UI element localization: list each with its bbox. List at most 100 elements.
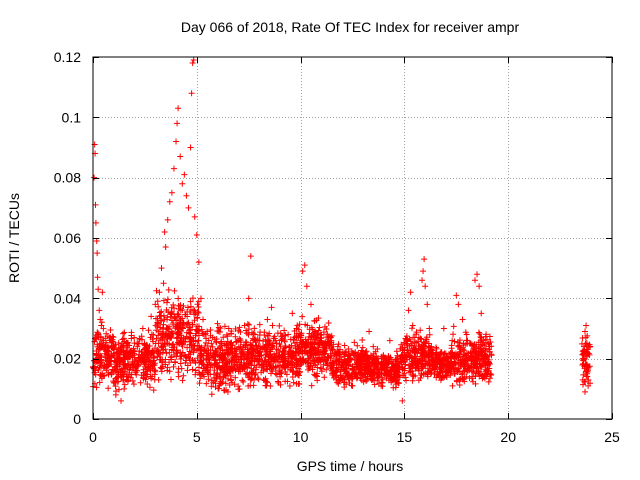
data-point: [114, 373, 121, 380]
data-point: [200, 316, 207, 323]
data-point: [91, 174, 98, 181]
data-point: [197, 295, 204, 302]
data-point: [450, 331, 457, 338]
data-point: [393, 348, 400, 355]
data-point: [335, 364, 342, 371]
data-point: [245, 331, 252, 338]
data-point: [408, 363, 415, 370]
data-point: [345, 373, 352, 380]
data-point: [220, 373, 227, 380]
data-point: [256, 321, 263, 328]
data-point: [187, 144, 194, 151]
data-point: [160, 321, 167, 328]
data-point: [295, 365, 302, 372]
data-point: [488, 372, 495, 379]
data-point: [405, 307, 412, 314]
data-point: [280, 355, 287, 362]
data-point: [311, 336, 318, 343]
data-point: [264, 316, 271, 323]
data-point: [107, 357, 114, 364]
data-point: [220, 334, 227, 341]
data-point: [442, 372, 449, 379]
data-point: [99, 370, 106, 377]
data-point: [102, 364, 109, 371]
data-point: [163, 350, 170, 357]
data-point: [488, 352, 495, 359]
data-point: [175, 105, 182, 112]
data-point: [171, 344, 178, 351]
data-point: [254, 375, 261, 382]
data-point: [276, 352, 283, 359]
data-point: [245, 371, 252, 378]
data-point: [159, 324, 166, 331]
data-point: [124, 373, 131, 380]
data-point: [110, 379, 117, 386]
data-point: [135, 340, 142, 347]
data-point: [287, 358, 294, 365]
data-point: [164, 336, 171, 343]
data-point: [123, 353, 130, 360]
data-point: [198, 351, 205, 358]
data-point: [165, 286, 172, 293]
data-point: [231, 352, 238, 359]
data-point: [409, 372, 416, 379]
data-point: [334, 379, 341, 386]
data-point: [413, 329, 420, 336]
data-point: [379, 379, 386, 386]
data-point: [329, 346, 336, 353]
data-point: [580, 371, 587, 378]
data-point: [274, 378, 281, 385]
data-point: [214, 320, 221, 327]
data-point: [276, 322, 283, 329]
data-point: [198, 326, 205, 333]
data-point: [475, 329, 482, 336]
data-point: [179, 377, 186, 384]
data-point: [193, 231, 200, 238]
data-point: [412, 360, 419, 367]
data-point: [121, 365, 128, 372]
data-point: [264, 348, 271, 355]
data-point: [93, 331, 100, 338]
data-point: [179, 349, 186, 356]
data-point: [247, 341, 254, 348]
data-point: [417, 335, 424, 342]
data-point: [192, 367, 199, 374]
data-point: [101, 363, 108, 370]
data-point: [112, 368, 119, 375]
data-point: [317, 365, 324, 372]
data-point: [203, 364, 210, 371]
data-point: [187, 298, 194, 305]
data-point: [235, 366, 242, 373]
data-point: [144, 380, 151, 387]
data-point: [331, 351, 338, 358]
data-point: [322, 357, 329, 364]
data-point: [485, 359, 492, 366]
data-point: [249, 337, 256, 344]
data-point: [146, 357, 153, 364]
y-tick-label: 0.04: [54, 290, 81, 306]
data-point: [195, 337, 202, 344]
data-point: [221, 387, 228, 394]
data-point: [103, 330, 110, 337]
data-point: [456, 382, 463, 389]
data-point: [479, 341, 486, 348]
data-point: [407, 289, 414, 296]
data-point: [134, 343, 141, 350]
data-point: [311, 318, 318, 325]
x-tick-label: 20: [500, 429, 516, 445]
data-point: [95, 286, 102, 293]
data-point: [94, 250, 101, 257]
data-point: [276, 349, 283, 356]
data-point: [579, 355, 586, 362]
data-point: [301, 262, 308, 269]
data-point: [410, 373, 417, 380]
data-point: [194, 301, 201, 308]
data-point: [224, 333, 231, 340]
data-point: [118, 340, 125, 347]
data-point: [255, 376, 262, 383]
data-point: [285, 351, 292, 358]
data-point: [302, 348, 309, 355]
data-point: [420, 268, 427, 275]
data-point: [479, 372, 486, 379]
data-point: [110, 346, 117, 353]
